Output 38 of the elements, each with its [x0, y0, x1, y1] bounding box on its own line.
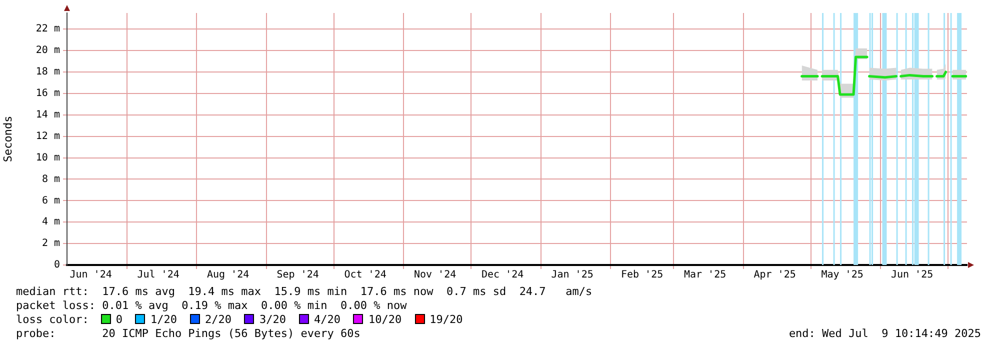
- y-tick-label: 16 m: [36, 88, 60, 100]
- x-tick-label: Aug '24: [206, 270, 250, 281]
- y-tick-label: 2 m: [42, 238, 60, 250]
- x-tick-label: Sep '24: [276, 270, 319, 281]
- legend-label: 19/20: [430, 313, 463, 326]
- legend-title: loss color:: [16, 313, 89, 326]
- legend-label: 4/20: [314, 313, 340, 326]
- x-tick-label: Jun '25: [890, 270, 934, 281]
- legend-label: 1/20: [150, 313, 177, 326]
- legend-label: 2/20: [204, 313, 232, 326]
- legend-label: 3/20: [259, 313, 286, 326]
- text: end: Wed Jul 9 10:14:49 2025: [788, 327, 981, 341]
- y-tick-label: 8 m: [42, 174, 60, 185]
- y-tick-label: 14 m: [36, 109, 60, 120]
- x-tick-label: Dec '24: [481, 270, 524, 281]
- y-tick-label: 22 m: [36, 24, 60, 35]
- text: probe: 20 ICMP Echo Pings (56 Bytes) every 60s: [16, 327, 360, 341]
- y-axis-title: Seconds: [1, 116, 14, 162]
- x-tick-label: Jan '25: [551, 270, 594, 281]
- y-tick-label: 6 m: [42, 195, 60, 206]
- text: median rtt: 17.6 ms avg 19.4 ms max 15.9 ms min 17.6 ms now 0.7 ms sd 24.7 am/s: [16, 285, 592, 299]
- y-tick-label: 0: [54, 260, 60, 271]
- legend-label: 10/20: [368, 313, 402, 326]
- y-tick-label: 20 m: [36, 45, 60, 56]
- x-tick-label: Apr '25: [754, 270, 796, 281]
- x-tick-label: Oct '24: [344, 270, 386, 281]
- y-tick-label: 4 m: [42, 216, 60, 228]
- x-tick-label: Jun '24: [70, 270, 112, 281]
- y-tick-label: 18 m: [36, 66, 60, 78]
- y-tick-label: 12 m: [36, 130, 60, 142]
- text: packet loss: 0.01 % avg 0.19 % max 0.00 % min 0.00 % now: [16, 299, 407, 313]
- x-tick-label: Feb '25: [620, 270, 664, 281]
- legend-label: 0: [116, 313, 122, 326]
- y-tick-label: 10 m: [36, 152, 60, 164]
- x-tick-label: May '25: [821, 270, 864, 281]
- x-tick-label: Mar '25: [684, 270, 726, 281]
- x-tick-label: Jul '24: [137, 270, 180, 281]
- x-tick-label: Nov '24: [414, 270, 456, 281]
